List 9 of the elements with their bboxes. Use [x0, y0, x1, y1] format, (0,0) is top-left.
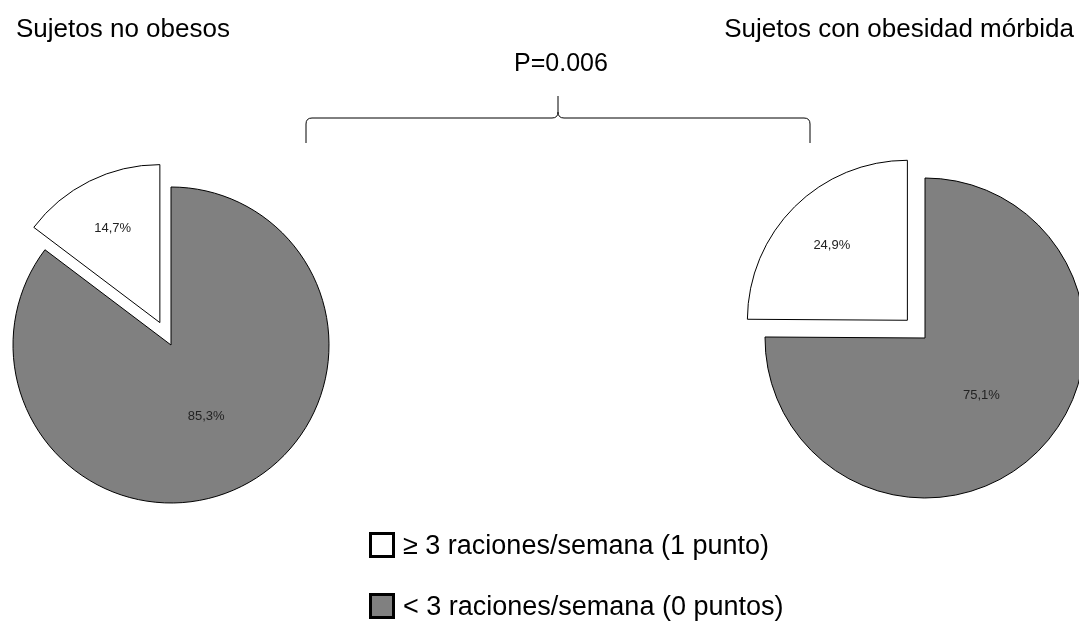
chart-title: Sujetos no obesos [16, 13, 230, 43]
data-label: 75,1% [962, 387, 1001, 403]
data-label: 85,3% [187, 408, 226, 424]
legend-label: < 3 raciones/semana (0 puntos) [403, 590, 784, 622]
text: P=0.006 [514, 48, 608, 76]
chart-title: Sujetos con obesidad mórbida [724, 13, 1074, 43]
data-label: 24,9% [813, 236, 851, 252]
data-label: 14,7% [94, 220, 132, 236]
legend-label: ≥ 3 raciones/semana (1 punto) [403, 529, 770, 561]
